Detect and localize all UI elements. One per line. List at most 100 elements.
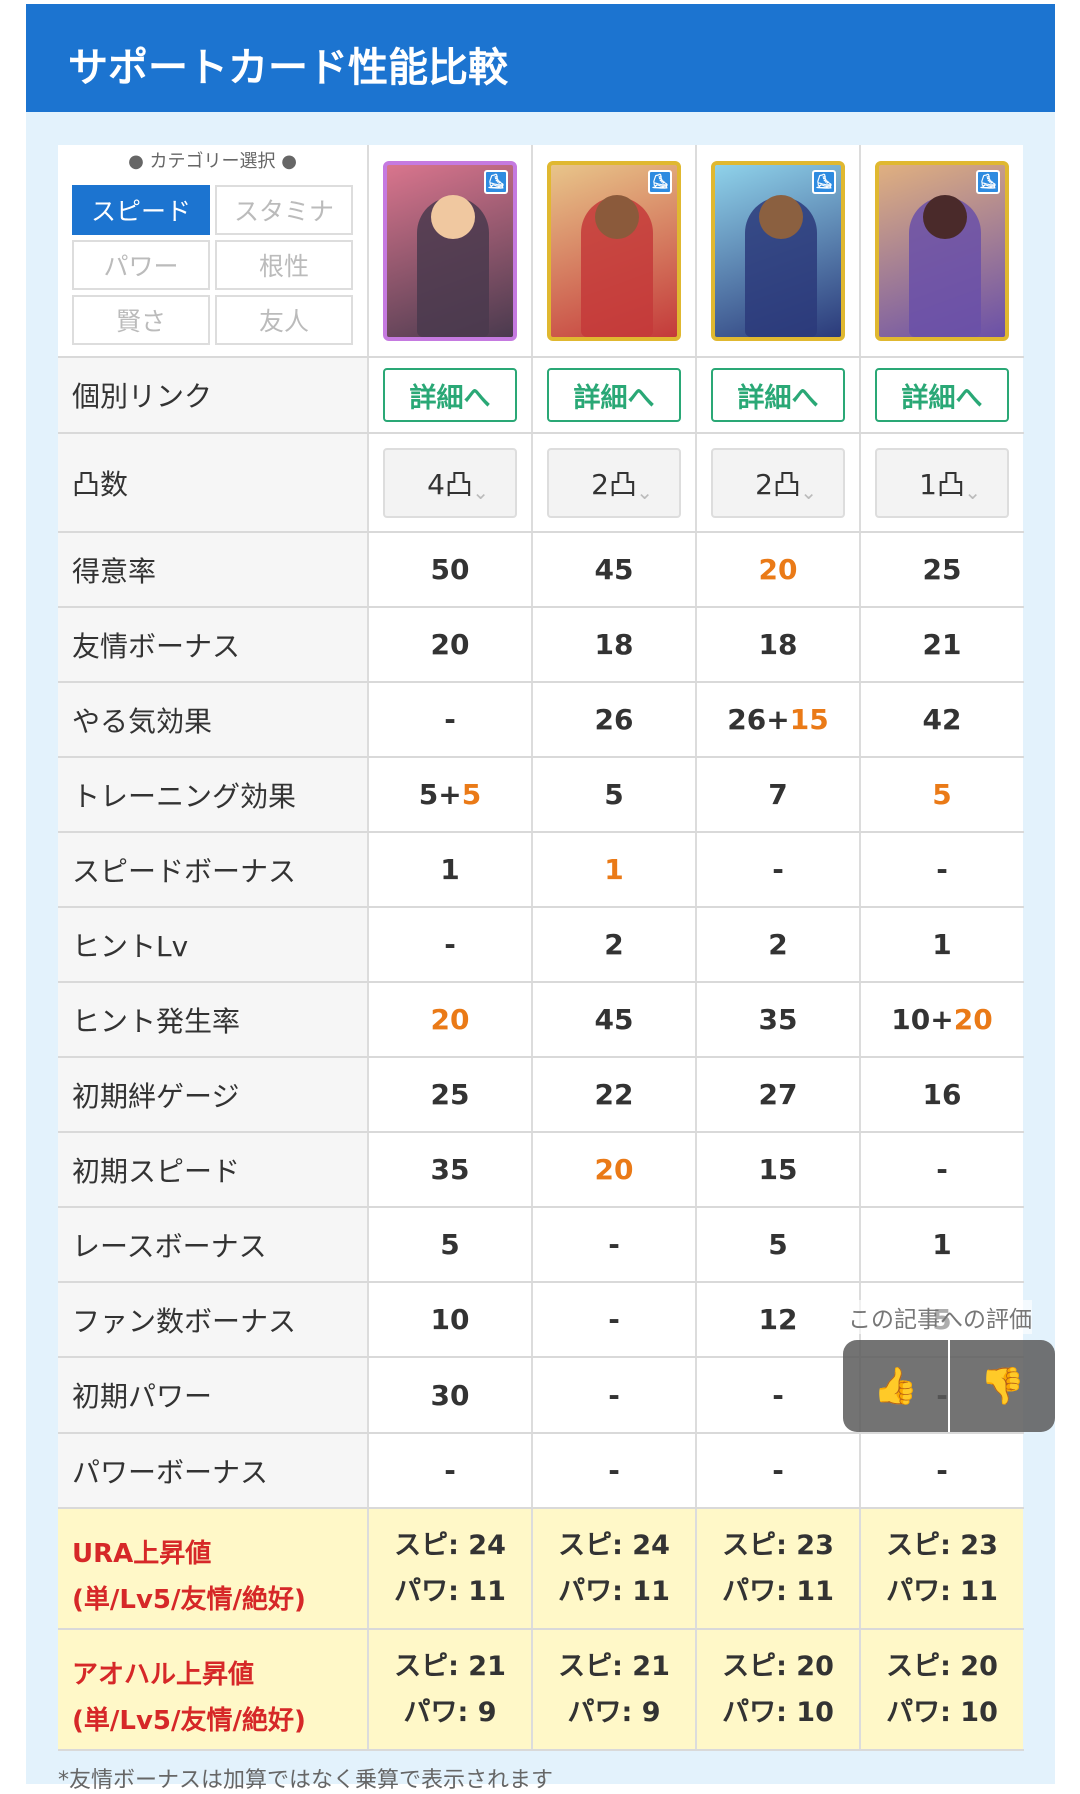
stat-value: 1 xyxy=(367,833,531,906)
limit-break-select[interactable]: 4凸 ⌄ xyxy=(383,447,517,518)
stat-row: ヒント発生率 20 45 35 10+ 20 xyxy=(58,983,1024,1058)
speed-type-icon: ⛸ xyxy=(648,169,672,194)
aoharu-row: アオハル上昇値 (単/Lv5/友情/絶好) スピ: 21 パワ: 9 スピ: 21 パ… xyxy=(58,1630,1024,1751)
thumbs-down-icon[interactable]: 👎 xyxy=(980,1366,1025,1407)
category-guts-button[interactable]: 根性 xyxy=(215,240,353,290)
stat-value: 10 xyxy=(367,1283,531,1356)
stat-value: 20 xyxy=(695,533,859,606)
card-slot-2[interactable]: ⛸ xyxy=(531,145,695,356)
limit-break-select[interactable]: 2凸 ⌄ xyxy=(547,447,681,518)
stat-value: 5 xyxy=(531,758,695,831)
chevron-down-icon: ⌄ xyxy=(800,479,817,504)
detail-button[interactable]: 詳細へ xyxy=(875,368,1009,422)
row-label: アオハル上昇値 (単/Lv5/友情/絶好) xyxy=(58,1630,367,1749)
support-card-image: ⛸ xyxy=(711,160,845,341)
row-label: ヒントLv xyxy=(58,908,367,981)
support-card-image: ⛸ xyxy=(547,160,681,341)
row-label: レースボーナス xyxy=(58,1208,367,1281)
stat-value: 50 xyxy=(367,533,531,606)
stat-value: 18 xyxy=(695,608,859,681)
stat-value: - xyxy=(367,683,531,756)
stat-value: - xyxy=(531,1358,695,1432)
stat-row: スピードボーナス 1 1- - xyxy=(58,833,1024,908)
limit-break-row: 凸数 4凸 ⌄ 2凸 ⌄ 2凸 ⌄ 1凸 ⌄ xyxy=(58,434,1024,533)
detail-button[interactable]: 詳細へ xyxy=(547,368,681,422)
stat-value: 16 xyxy=(859,1058,1023,1131)
stat-value: 26 xyxy=(531,683,695,756)
row-label: 友情ボーナス xyxy=(58,608,367,681)
category-power-button[interactable]: パワー xyxy=(72,240,210,290)
row-label: 初期絆ゲージ xyxy=(58,1058,367,1131)
ura-value: スピ: 24 パワ: 11 xyxy=(531,1509,695,1628)
category-title: ● カテゴリー選択 ● xyxy=(128,151,297,172)
stat-value: 26+ 15 xyxy=(695,683,859,756)
aoharu-value: スピ: 20 パワ: 10 xyxy=(859,1630,1023,1749)
page-title: サポートカード性能比較 xyxy=(26,4,1055,112)
stat-value: 5+ 5 xyxy=(367,758,531,831)
card-slot-4[interactable]: ⛸ xyxy=(859,145,1023,356)
stat-value: 27 xyxy=(695,1058,859,1131)
stat-value: 5 xyxy=(367,1208,531,1281)
stat-value: - xyxy=(367,908,531,981)
stat-value: 35 xyxy=(367,1133,531,1206)
stat-row: 得意率 50 45 20 25 xyxy=(58,533,1024,608)
stat-row: 初期絆ゲージ 25 22 27 16 xyxy=(58,1058,1024,1133)
link-row: 個別リンク 詳細へ 詳細へ 詳細へ 詳細へ xyxy=(58,358,1024,434)
support-card-image: ⛸ xyxy=(383,160,517,341)
stat-value: - xyxy=(859,1434,1023,1507)
thumbs-up-icon[interactable]: 👍 xyxy=(843,1340,950,1432)
category-wisdom-button[interactable]: 賢さ xyxy=(72,295,210,345)
stat-row: パワーボーナス - - - - xyxy=(58,1434,1024,1509)
stat-value: 35 xyxy=(695,983,859,1056)
stat-value: - xyxy=(367,1434,531,1507)
chevron-down-icon: ⌄ xyxy=(964,479,981,504)
row-label: パワーボーナス xyxy=(58,1434,367,1507)
stat-value: 22 xyxy=(531,1058,695,1131)
row-label: やる気効果 xyxy=(58,683,367,756)
stat-value: - xyxy=(859,833,1023,906)
stat-value: 12 xyxy=(695,1283,859,1356)
limit-break-select[interactable]: 1凸 ⌄ xyxy=(875,447,1009,518)
stat-row: レースボーナス 5-5 1 xyxy=(58,1208,1024,1283)
speed-type-icon: ⛸ xyxy=(484,169,508,194)
stat-row: トレーニング効果 5+ 5 5 7 5 xyxy=(58,758,1024,833)
ura-value: スピ: 23 パワ: 11 xyxy=(859,1509,1023,1628)
category-stamina-button[interactable]: スタミナ xyxy=(215,185,353,235)
card-slot-3[interactable]: ⛸ xyxy=(695,145,859,356)
stat-value: 42 xyxy=(859,683,1023,756)
footnote: *友情ボーナスは加算ではなく乗算で表示されます xyxy=(58,1768,554,1793)
stat-value: 45 xyxy=(531,983,695,1056)
stat-value: 21 xyxy=(859,608,1023,681)
stat-value: 2 xyxy=(695,908,859,981)
stat-value: 20 xyxy=(367,608,531,681)
rating-widget: 👍 👎 xyxy=(843,1340,1055,1432)
row-label: 得意率 xyxy=(58,533,367,606)
row-label: URA上昇値 (単/Lv5/友情/絶好) xyxy=(58,1509,367,1628)
stat-value: 5 xyxy=(695,1208,859,1281)
stat-row: やる気効果 -26 26+ 15 42 xyxy=(58,683,1024,758)
detail-button[interactable]: 詳細へ xyxy=(711,368,845,422)
stat-value: 20 xyxy=(531,1133,695,1206)
row-label: スピードボーナス xyxy=(58,833,367,906)
category-friend-button[interactable]: 友人 xyxy=(215,295,353,345)
chevron-down-icon: ⌄ xyxy=(636,479,653,504)
limit-break-select[interactable]: 2凸 ⌄ xyxy=(711,447,845,518)
category-speed-button[interactable]: スピード xyxy=(72,185,210,235)
aoharu-value: スピ: 21 パワ: 9 xyxy=(367,1630,531,1749)
ura-value: スピ: 24 パワ: 11 xyxy=(367,1509,531,1628)
detail-button[interactable]: 詳細へ xyxy=(383,368,517,422)
row-label: トレーニング効果 xyxy=(58,758,367,831)
stat-value: 30 xyxy=(367,1358,531,1432)
row-label: 初期パワー xyxy=(58,1358,367,1432)
category-selector: ● カテゴリー選択 ● スピード スタミナ パワー 根性 賢さ 友人 xyxy=(58,145,367,356)
row-label: ファン数ボーナス xyxy=(58,1283,367,1356)
stat-value: - xyxy=(695,1434,859,1507)
card-slot-1[interactable]: ⛸ xyxy=(367,145,531,356)
stat-value: - xyxy=(531,1434,695,1507)
stat-row: 初期スピード 35 20 15- xyxy=(58,1133,1024,1208)
stat-value: 2 xyxy=(531,908,695,981)
stat-value: 7 xyxy=(695,758,859,831)
aoharu-value: スピ: 21 パワ: 9 xyxy=(531,1630,695,1749)
rating-label: この記事への評価 xyxy=(848,1300,1032,1334)
